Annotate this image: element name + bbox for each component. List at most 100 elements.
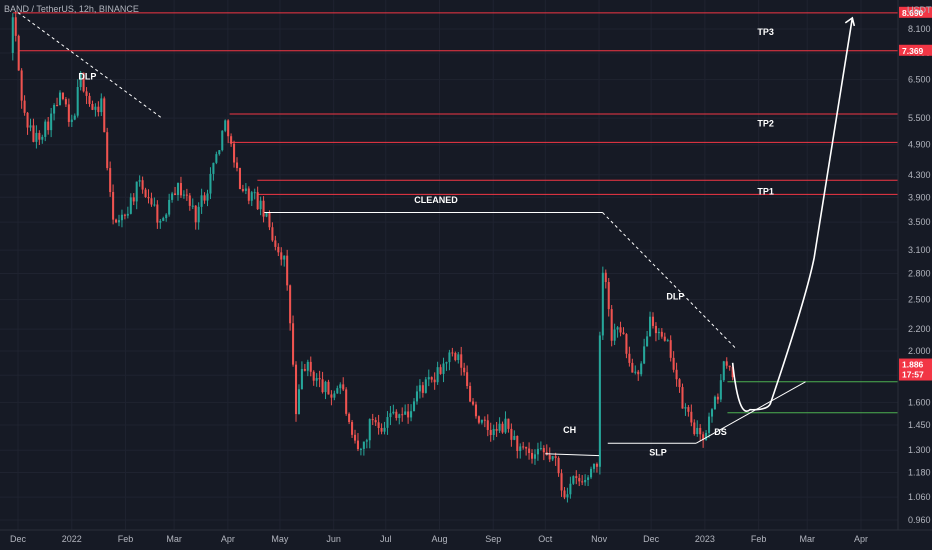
trend-line — [602, 212, 737, 350]
price-tick-label: 6.500 — [908, 75, 931, 85]
candle-body — [306, 361, 309, 371]
candle-body — [672, 357, 675, 370]
candle-body — [669, 340, 672, 358]
candle-body — [471, 401, 475, 405]
candle-body — [666, 340, 669, 342]
candle-body — [525, 446, 528, 449]
candle-body — [165, 214, 168, 219]
annotation-label: DS — [714, 427, 727, 437]
candle-body — [407, 411, 410, 418]
trend-line — [695, 381, 806, 444]
time-tick-label: Sep — [485, 534, 501, 544]
candle-body — [47, 121, 50, 131]
price-tick-label: 2.200 — [908, 324, 931, 334]
candle-body — [646, 336, 649, 347]
annotation-label: TP1 — [757, 186, 774, 196]
candle-body — [351, 422, 354, 435]
candle-body — [206, 193, 209, 201]
candle-body — [480, 419, 483, 423]
candle-body — [533, 454, 537, 459]
candle-body — [85, 91, 88, 96]
candle-body — [418, 385, 421, 392]
candle-body — [716, 396, 719, 400]
candle-body — [79, 72, 82, 87]
candle-body — [174, 193, 177, 196]
candle-body — [581, 481, 584, 483]
candle-body — [507, 418, 510, 429]
symbol-header: BAND / TetherUS, 12h, BINANCE — [4, 4, 139, 14]
candle-body — [194, 205, 197, 223]
candle-body — [20, 70, 23, 101]
candle-body — [696, 427, 699, 435]
candle-body — [53, 105, 56, 114]
candle-body — [32, 125, 35, 142]
candle-body — [292, 323, 295, 365]
candle-body — [433, 379, 436, 383]
candle-body — [451, 352, 454, 354]
candle-body — [300, 369, 303, 390]
candle-body — [590, 468, 593, 478]
time-axis[interactable]: Dec 2022 Feb Mar Apr May Jun Jul Aug Sep Oct Nov Dec… — [10, 534, 868, 544]
candle-body — [132, 197, 135, 202]
candle-body — [551, 456, 554, 460]
annotation-label: TP3 — [757, 27, 774, 37]
candle-body — [374, 420, 377, 423]
horizontal-levels — [12, 12, 898, 414]
candle-body — [67, 104, 70, 122]
candle-body — [383, 427, 386, 432]
candle-body — [687, 407, 690, 412]
price-tick-label: 1.600 — [908, 397, 931, 407]
candle-body — [294, 364, 298, 415]
candle-body — [64, 98, 67, 105]
candle-body — [61, 92, 64, 99]
candle-body — [280, 252, 283, 260]
candle-body — [410, 411, 413, 418]
candle-body — [271, 227, 274, 241]
price-tick-label: 0.960 — [908, 515, 931, 525]
time-tick-label: Apr — [854, 534, 868, 544]
candle-body — [495, 428, 498, 431]
annotation-label: DLP — [666, 292, 684, 302]
candle-body — [651, 316, 655, 326]
candle-body — [519, 446, 522, 451]
candle-body — [241, 189, 244, 191]
candle-body — [58, 92, 62, 106]
price-tick-label: 2.500 — [908, 295, 931, 305]
candle-body — [678, 379, 681, 388]
candle-body — [182, 194, 185, 196]
candle-body — [321, 379, 324, 393]
price-tick-label: 3.900 — [908, 192, 931, 202]
annotation-label: CH — [563, 425, 576, 435]
time-tick-label: 2023 — [695, 534, 715, 544]
candle-body — [259, 200, 262, 210]
candle-body — [637, 371, 640, 375]
time-tick-label: Feb — [751, 534, 767, 544]
time-tick-label: Feb — [118, 534, 134, 544]
time-tick-label: May — [271, 534, 289, 544]
candle-body — [330, 394, 333, 398]
candle-body — [542, 448, 545, 453]
annotation-label: DLP — [78, 72, 96, 82]
candle-body — [702, 434, 705, 440]
price-tick-label: 1.180 — [908, 467, 931, 477]
candle-body — [342, 384, 345, 390]
candle-body — [156, 204, 159, 223]
candle-body — [371, 419, 374, 421]
candle-body — [297, 389, 300, 415]
annotation-label: TP2 — [757, 119, 774, 129]
candle-body — [572, 476, 575, 484]
candle-body — [483, 419, 486, 421]
candle-body — [56, 105, 59, 107]
candle-body — [159, 220, 162, 223]
candle-body — [91, 103, 94, 110]
candle-body — [76, 86, 79, 116]
candle-body — [619, 327, 622, 333]
candle-body — [153, 204, 156, 206]
candle-body — [681, 387, 684, 409]
candle-body — [171, 193, 174, 200]
price-badge-countdown: 17:57 — [902, 370, 924, 380]
candles — [11, 11, 734, 503]
candle-body — [176, 183, 180, 196]
